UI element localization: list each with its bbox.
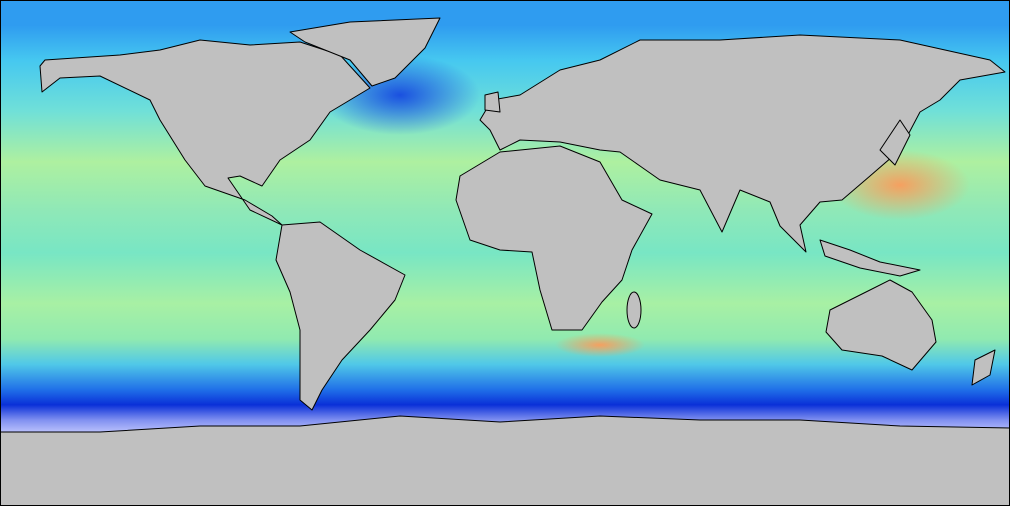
japan: [879, 119, 911, 166]
new-zealand: [971, 349, 996, 386]
africa: [455, 145, 653, 331]
greenland: [289, 17, 441, 87]
madagascar: [626, 291, 642, 329]
antarctica: [0, 415, 1010, 506]
eurasia: [479, 34, 1006, 253]
indonesia: [819, 239, 921, 277]
warm-region: [555, 333, 645, 357]
north-america: [39, 39, 371, 226]
cold-region: [320, 55, 480, 135]
south-america: [275, 221, 406, 411]
uk: [484, 91, 501, 113]
australia: [825, 279, 937, 371]
